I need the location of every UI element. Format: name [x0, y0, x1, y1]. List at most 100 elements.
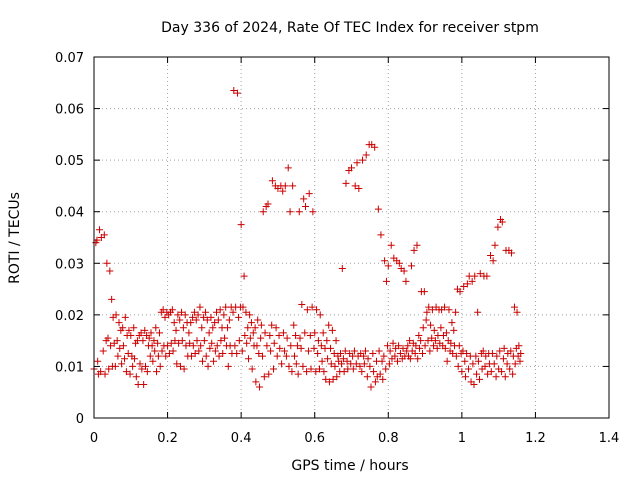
data-point: [240, 272, 248, 280]
data-point: [281, 182, 289, 190]
data-point: [358, 368, 366, 376]
data-point: [195, 347, 203, 355]
y-tick-label: 0.05: [55, 154, 84, 169]
data-point: [356, 362, 364, 370]
data-point: [138, 365, 146, 373]
data-point: [108, 295, 116, 303]
data-point: [145, 334, 153, 342]
data-point: [276, 344, 284, 352]
y-tick-label: 0.03: [55, 257, 84, 272]
x-tick-label: 0.4: [231, 431, 252, 446]
data-point: [219, 350, 227, 358]
data-point: [379, 375, 387, 383]
data-point: [404, 342, 412, 350]
data-point: [499, 355, 507, 363]
data-point: [391, 352, 399, 360]
data-point: [380, 352, 388, 360]
data-point: [282, 352, 290, 360]
data-point: [264, 200, 272, 208]
data-point: [395, 342, 403, 350]
data-point: [121, 313, 129, 321]
data-point: [202, 352, 210, 360]
data-point: [237, 221, 245, 229]
data-point: [323, 337, 331, 345]
data-point: [242, 308, 250, 316]
data-point: [267, 347, 275, 355]
data-point: [129, 362, 137, 370]
data-point: [249, 329, 257, 337]
data-point: [447, 339, 455, 347]
data-point: [463, 350, 471, 358]
data-point: [304, 347, 312, 355]
data-point: [511, 360, 519, 368]
data-point: [132, 373, 140, 381]
data-point: [112, 311, 120, 319]
data-point: [461, 357, 469, 365]
data-point: [152, 324, 160, 332]
data-point: [224, 362, 232, 370]
data-point: [307, 365, 315, 373]
data-point: [310, 344, 318, 352]
data-point: [270, 365, 278, 373]
data-point: [313, 306, 321, 314]
data-point: [363, 373, 371, 381]
data-point: [281, 347, 289, 355]
data-point: [377, 231, 385, 239]
data-point: [317, 342, 325, 350]
data-point: [384, 262, 392, 270]
data-point: [389, 339, 397, 347]
data-point: [175, 339, 183, 347]
data-point: [382, 277, 390, 285]
data-point: [192, 316, 200, 324]
data-point: [498, 368, 506, 376]
data-point: [493, 352, 501, 360]
data-point: [187, 319, 195, 327]
data-point: [312, 368, 320, 376]
data-point: [168, 306, 176, 314]
data-point: [517, 350, 525, 358]
data-point: [289, 182, 297, 190]
data-point: [311, 329, 319, 337]
data-point: [503, 360, 511, 368]
data-point: [445, 306, 453, 314]
data-point: [137, 329, 145, 337]
data-point: [196, 303, 204, 311]
data-point: [193, 337, 201, 345]
data-point: [136, 360, 144, 368]
data-point: [355, 185, 363, 193]
data-point: [328, 326, 336, 334]
data-point: [468, 277, 476, 285]
data-point: [443, 357, 451, 365]
data-point: [244, 324, 252, 332]
data-point: [293, 342, 301, 350]
data-point: [141, 326, 149, 334]
data-point: [233, 89, 241, 97]
data-point: [263, 342, 271, 350]
data-point: [288, 368, 296, 376]
data-point: [114, 352, 122, 360]
x-tick-label: 0.6: [304, 431, 325, 446]
x-tick-label: 1: [458, 431, 466, 446]
data-point: [455, 342, 463, 350]
data-point: [460, 282, 468, 290]
data-point: [122, 368, 130, 376]
data-point: [302, 203, 310, 211]
data-point: [294, 370, 302, 378]
data-point: [341, 347, 349, 355]
data-point: [508, 249, 516, 257]
data-point: [353, 159, 361, 167]
x-tick-label: 1.4: [599, 431, 620, 446]
data-point: [513, 308, 521, 316]
data-point: [258, 352, 266, 360]
data-point: [327, 360, 335, 368]
data-point: [516, 357, 524, 365]
data-point: [325, 378, 333, 386]
y-tick-labels: 0 0.01 0.02 0.03 0.04 0.05 0.06 0.07: [55, 51, 84, 427]
data-point: [415, 331, 423, 339]
data-point: [301, 329, 309, 337]
data-point: [338, 360, 346, 368]
data-point: [190, 308, 198, 316]
data-point: [290, 352, 298, 360]
data-point: [272, 324, 280, 332]
